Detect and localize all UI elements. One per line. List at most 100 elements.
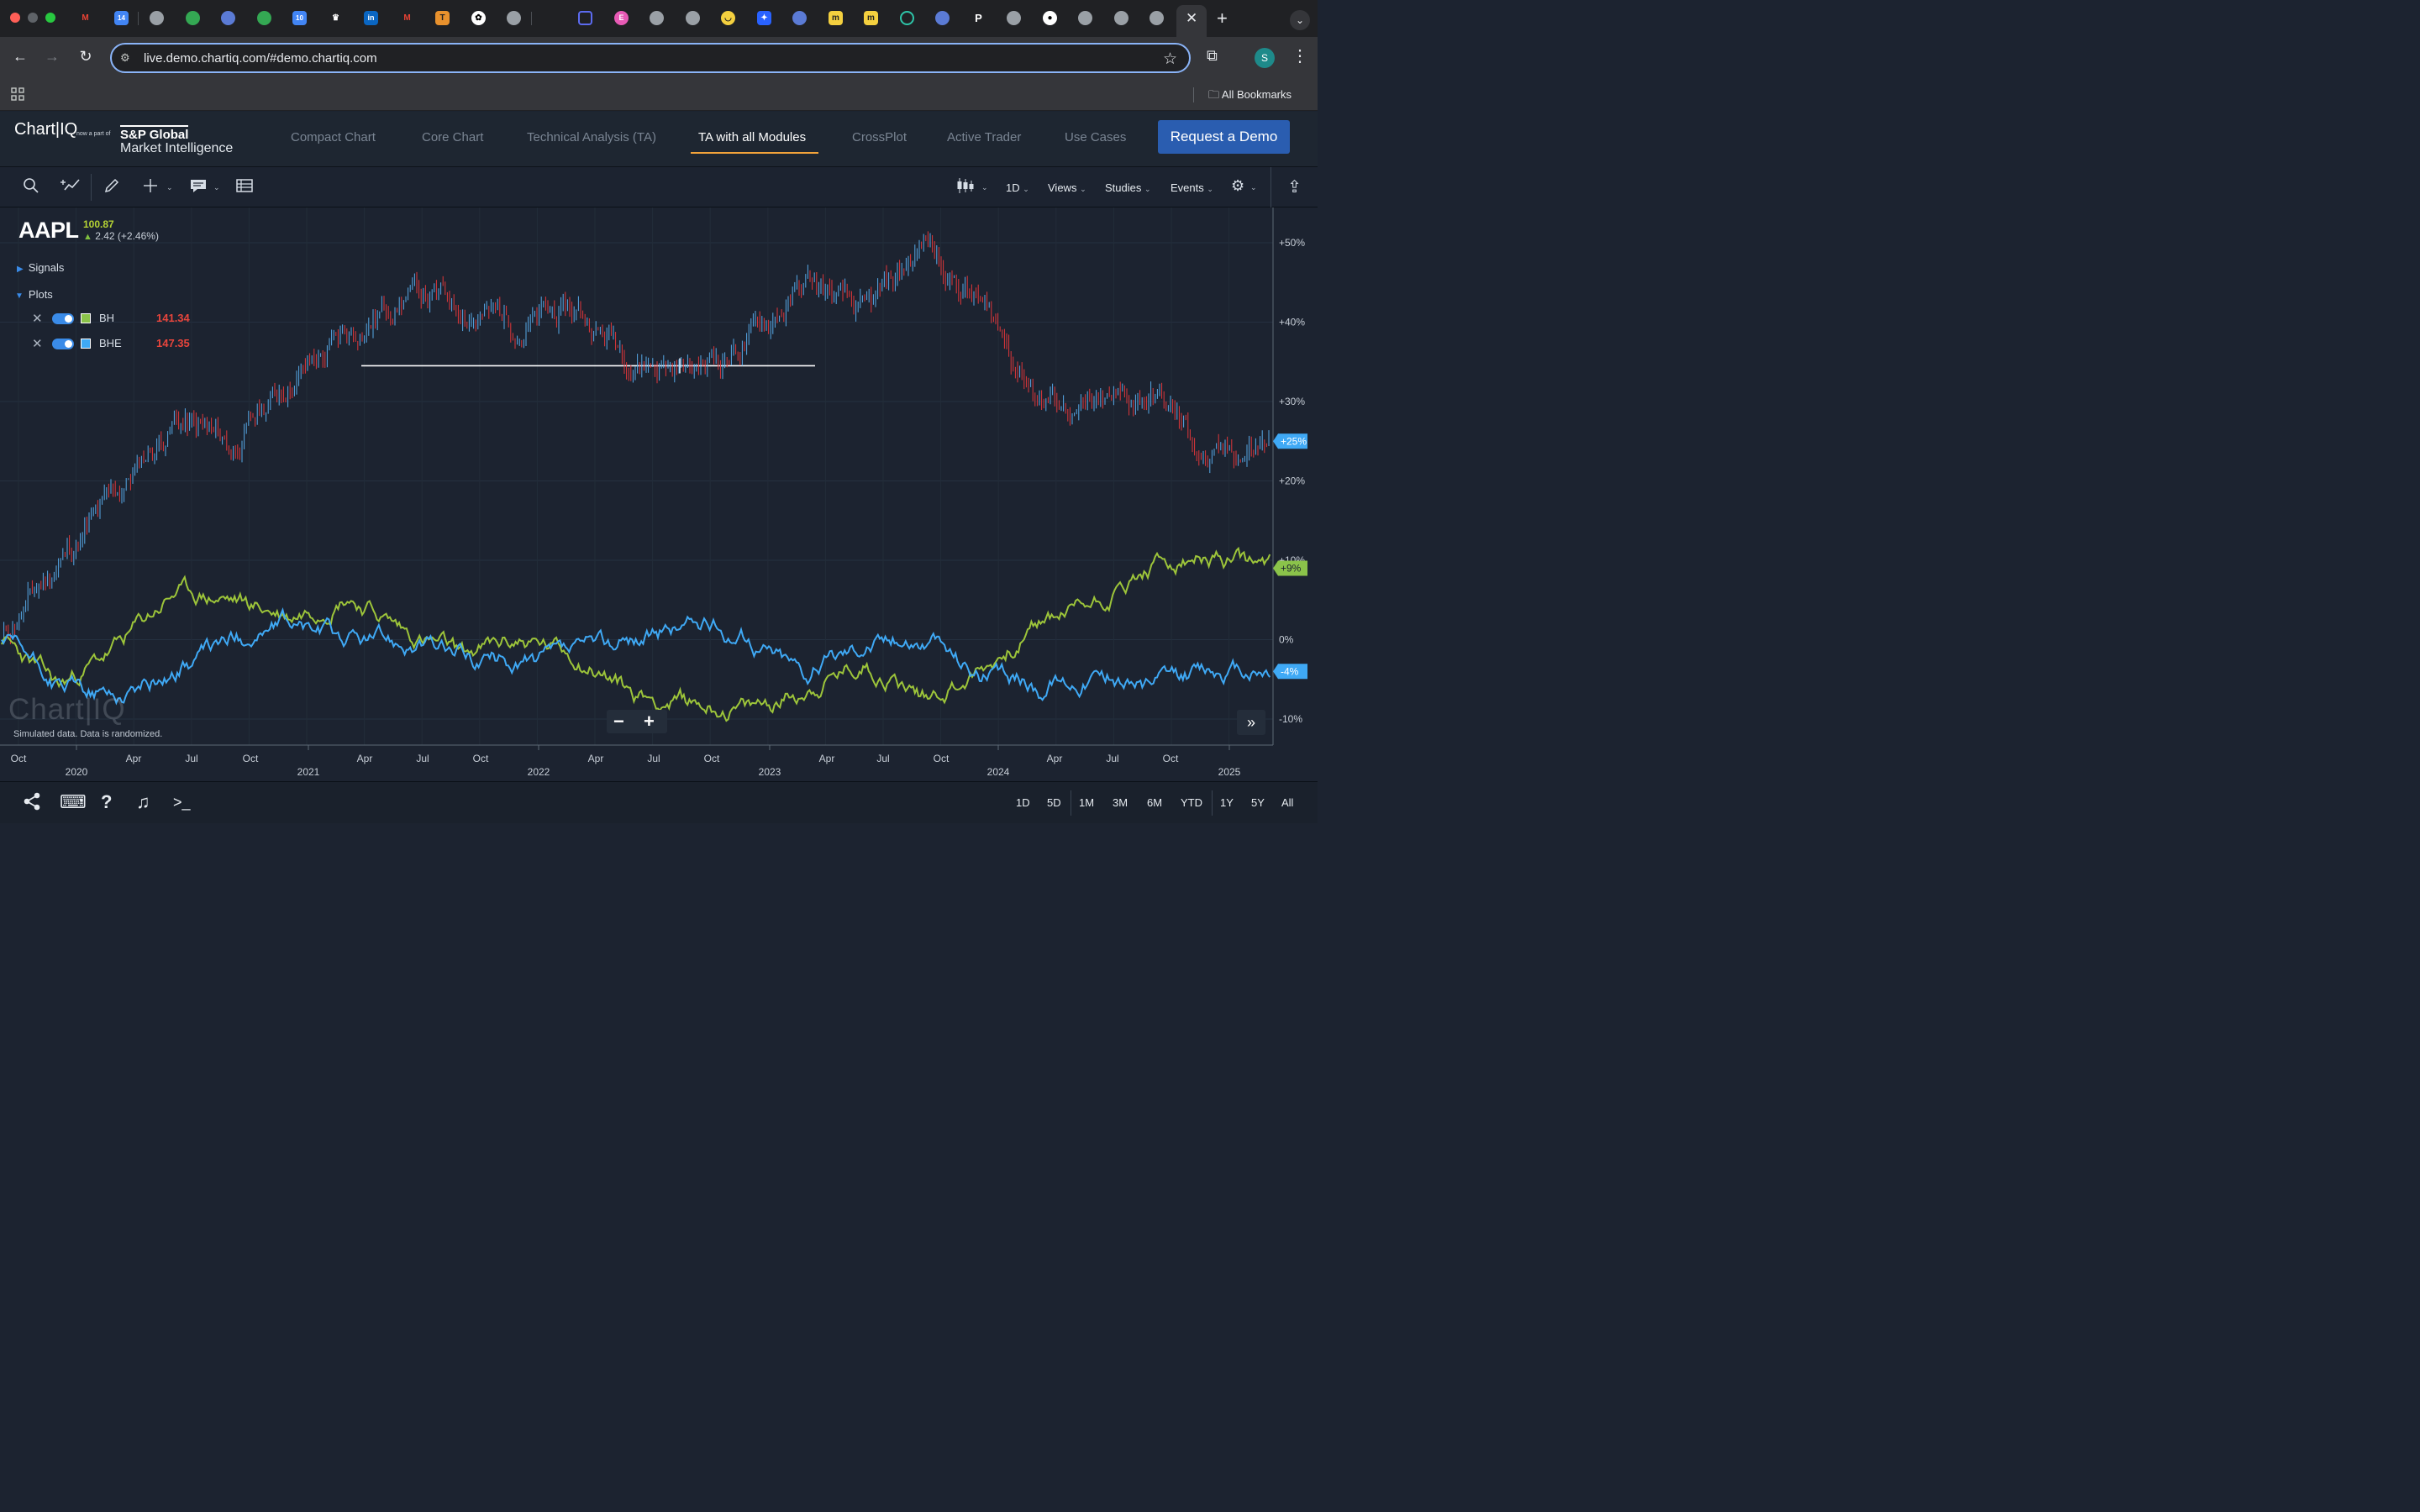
gmail-tab-icon[interactable]: M: [403, 13, 411, 23]
draw-pencil-icon[interactable]: [103, 177, 120, 198]
zoom-window-button[interactable]: [45, 13, 55, 23]
plots-toggle[interactable]: ▼ Plots: [15, 288, 53, 301]
table-view-icon[interactable]: [236, 177, 253, 198]
nav-technical-analysis[interactable]: Technical Analysis (TA): [527, 130, 656, 144]
range-all[interactable]: All: [1281, 796, 1294, 809]
comparison-icon[interactable]: [60, 177, 81, 198]
linkedin-tab-icon[interactable]: in: [364, 11, 378, 25]
range-1d[interactable]: 1D: [1016, 796, 1030, 809]
tab-search-button[interactable]: ⌄: [1290, 10, 1310, 30]
t-tab-icon[interactable]: T: [435, 11, 450, 25]
globe-tab-icon[interactable]: [686, 11, 700, 25]
range-5y[interactable]: 5Y: [1251, 796, 1265, 809]
symbol-search-icon[interactable]: [23, 177, 39, 198]
globe-tab-icon[interactable]: [1150, 11, 1164, 25]
apps-grid-icon[interactable]: [11, 87, 24, 101]
chevron-down-icon[interactable]: ⌄: [981, 183, 988, 192]
nav-compact-chart[interactable]: Compact Chart: [291, 130, 376, 144]
miro-tab-icon[interactable]: m: [829, 11, 843, 25]
forward-button[interactable]: →: [45, 48, 60, 65]
keyboard-icon[interactable]: ⌨: [60, 791, 87, 812]
emoji-tab-icon[interactable]: ◡: [721, 11, 735, 25]
plot-color-swatch[interactable]: [81, 313, 91, 323]
plot-visibility-toggle[interactable]: [52, 313, 74, 324]
square-tab-icon[interactable]: [578, 11, 592, 25]
range-6m[interactable]: 6M: [1147, 796, 1163, 809]
globe-tab-icon[interactable]: [1078, 11, 1092, 25]
e-tab-icon[interactable]: E: [614, 11, 629, 25]
active-tab[interactable]: [1176, 5, 1207, 37]
studies-menu[interactable]: Studies ⌄: [1105, 181, 1151, 194]
candle-chart-type-icon[interactable]: [956, 177, 975, 198]
calendar-tab-icon[interactable]: 10: [292, 11, 307, 25]
extensions-icon[interactable]: ⧉: [1207, 47, 1218, 64]
globe-tab-icon[interactable]: [1007, 11, 1021, 25]
p-tab-icon[interactable]: P: [975, 12, 982, 24]
address-bar[interactable]: ⚙ live.demo.chartiq.com/#demo.chartiq.co…: [110, 43, 1191, 73]
remove-plot-icon[interactable]: ✕: [32, 312, 43, 326]
new-tab-button[interactable]: +: [1217, 8, 1228, 29]
app-tab-icon[interactable]: [935, 11, 950, 25]
share-icon[interactable]: [22, 791, 42, 816]
minimize-window-button[interactable]: [28, 13, 38, 23]
events-menu[interactable]: Events ⌄: [1171, 181, 1213, 194]
crown-tab-icon[interactable]: ♛: [332, 13, 339, 23]
github-tab-icon[interactable]: ●: [1043, 11, 1057, 25]
zoom-in-button[interactable]: +: [644, 711, 655, 732]
nav-ta-all-modules[interactable]: TA with all Modules: [698, 130, 807, 144]
chart-area[interactable]: +50% +40% +30% +20% +10% 0% -10% +25% +9% -4% Oct…: [0, 207, 1318, 781]
nav-use-cases[interactable]: Use Cases: [1065, 130, 1127, 144]
scroll-to-end-button[interactable]: »: [1237, 710, 1265, 735]
app-tab-icon[interactable]: [221, 11, 235, 25]
x-axis[interactable]: Oct Apr Jul Oct Apr Jul Oct Apr Jul Oct Apr Jul Oct A…: [11, 745, 1241, 778]
chevron-down-icon[interactable]: ⌄: [1250, 183, 1257, 192]
globe-tab-icon[interactable]: [650, 11, 664, 25]
back-button[interactable]: ←: [13, 48, 28, 65]
url-text[interactable]: live.demo.chartiq.com/#demo.chartiq.com: [144, 51, 377, 66]
app-tab-icon[interactable]: [900, 11, 914, 25]
calendar-tab-icon[interactable]: 14: [114, 11, 129, 25]
all-bookmarks-button[interactable]: 🗀 All Bookmarks: [1208, 87, 1292, 106]
app-tab-icon[interactable]: ✦: [757, 11, 771, 25]
y-axis[interactable]: +50%+40%+30%+20%+10%0%-10%+25%+9%-4%: [1273, 237, 1307, 725]
chevron-down-icon[interactable]: ⌄: [213, 183, 220, 192]
nav-active-trader[interactable]: Active Trader: [947, 130, 1022, 144]
range-1y[interactable]: 1Y: [1220, 796, 1234, 809]
plot-color-swatch[interactable]: [81, 339, 91, 349]
info-comment-icon[interactable]: [190, 177, 207, 198]
nav-crossplot[interactable]: CrossPlot: [852, 130, 908, 144]
range-5d[interactable]: 5D: [1047, 796, 1061, 809]
close-window-button[interactable]: [10, 13, 20, 23]
range-ytd[interactable]: YTD: [1181, 796, 1202, 809]
crosshair-icon[interactable]: [142, 177, 159, 198]
bookmark-star-icon[interactable]: ☆: [1162, 50, 1177, 68]
miro-tab-icon[interactable]: m: [864, 11, 878, 25]
request-demo-button[interactable]: Request a Demo: [1158, 120, 1290, 154]
gmail-tab-icon[interactable]: M: [82, 13, 89, 23]
nav-core-chart[interactable]: Core Chart: [422, 130, 484, 144]
globe-tab-icon[interactable]: [150, 11, 164, 25]
price-chart[interactable]: +50%+40%+30%+20%+10%0%-10%+25%+9%-4% Oct…: [0, 207, 1318, 781]
site-info-icon[interactable]: ⚙: [120, 51, 130, 64]
expand-panel-icon[interactable]: ⇪: [1270, 167, 1318, 207]
horizontal-line-drawing[interactable]: [361, 358, 815, 374]
profile-avatar[interactable]: S: [1255, 48, 1275, 68]
remove-plot-icon[interactable]: ✕: [32, 337, 43, 351]
help-icon[interactable]: ?: [101, 791, 113, 812]
plot-visibility-toggle[interactable]: [52, 339, 74, 349]
browser-menu-icon[interactable]: ⋮: [1292, 47, 1308, 66]
symbol-label[interactable]: AAPL: [18, 218, 79, 243]
openai-tab-icon[interactable]: ✿: [471, 11, 486, 25]
terminal-icon[interactable]: >_: [173, 794, 191, 811]
chevron-down-icon[interactable]: ⌄: [166, 183, 173, 192]
bolt-tab-icon[interactable]: [257, 11, 271, 25]
globe-tab-icon[interactable]: [507, 11, 521, 25]
interval-menu[interactable]: 1D ⌄: [1006, 181, 1029, 194]
sound-icon[interactable]: ♫: [136, 791, 150, 812]
bolt-tab-icon[interactable]: [186, 11, 200, 25]
app-tab-icon[interactable]: [792, 11, 807, 25]
globe-tab-icon[interactable]: [1114, 11, 1128, 25]
zoom-out-button[interactable]: −: [613, 711, 624, 732]
close-tab-icon[interactable]: ✕: [1186, 10, 1198, 26]
reload-button[interactable]: ↻: [79, 48, 92, 65]
